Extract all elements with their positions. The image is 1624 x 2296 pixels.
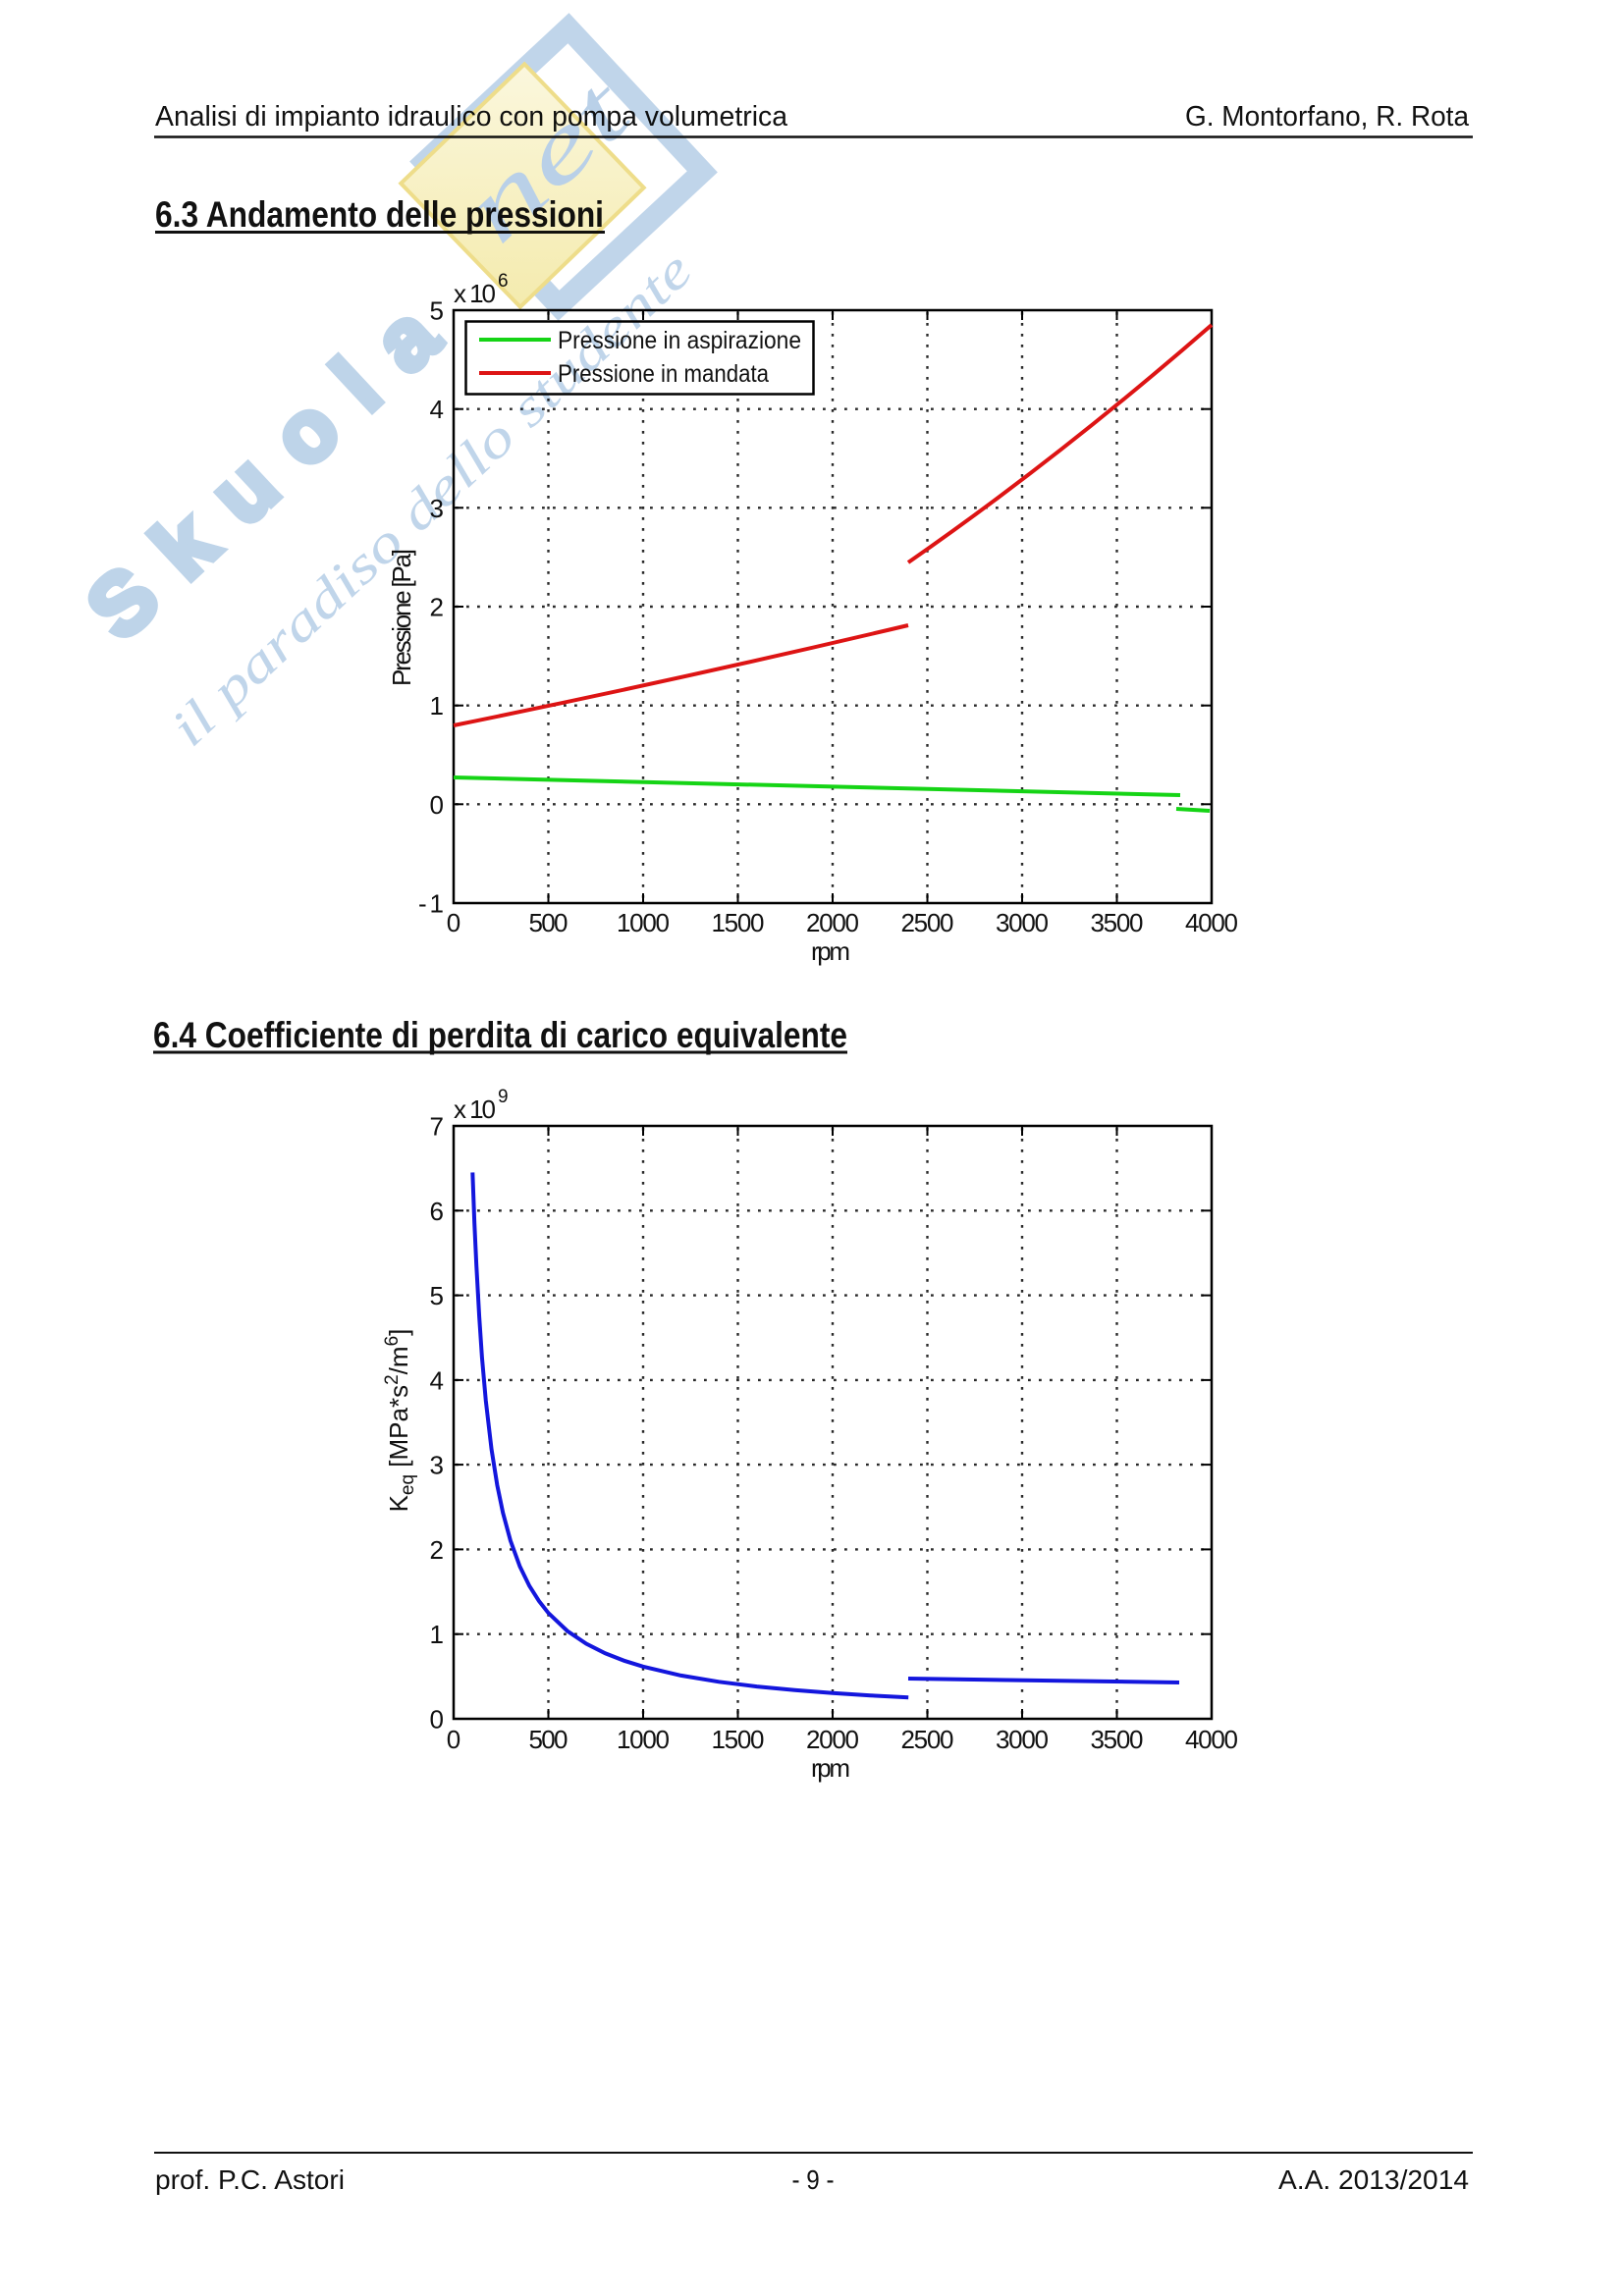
- svg-text:G. Montorfano, R. Rota: G. Montorfano, R. Rota: [1185, 101, 1470, 133]
- svg-text:2: 2: [430, 593, 444, 622]
- svg-text:4000: 4000: [1185, 1725, 1238, 1754]
- svg-text:1000: 1000: [617, 908, 670, 937]
- svg-text:3000: 3000: [996, 1725, 1049, 1754]
- svg-text:2500: 2500: [901, 1725, 954, 1754]
- svg-text:4: 4: [430, 395, 444, 424]
- svg-text:3500: 3500: [1091, 908, 1144, 937]
- svg-text:x 10: x 10: [454, 1095, 496, 1124]
- svg-text:6: 6: [430, 1197, 444, 1226]
- svg-text:5: 5: [430, 296, 444, 326]
- svg-text:Pressione in mandata: Pressione in mandata: [558, 360, 769, 388]
- svg-text:1000: 1000: [617, 1725, 670, 1754]
- svg-text:A.A. 2013/2014: A.A. 2013/2014: [1278, 2164, 1469, 2195]
- svg-text:5: 5: [430, 1281, 444, 1310]
- svg-text:500: 500: [529, 908, 568, 937]
- svg-text:3: 3: [430, 1451, 444, 1480]
- svg-text:4000: 4000: [1185, 908, 1238, 937]
- svg-text:- 9 -: - 9 -: [792, 2164, 835, 2195]
- svg-text:0: 0: [447, 908, 460, 937]
- svg-text:3: 3: [430, 494, 444, 523]
- svg-text:1500: 1500: [712, 908, 765, 937]
- svg-text:0: 0: [430, 1705, 444, 1735]
- svg-text:3500: 3500: [1091, 1725, 1144, 1754]
- svg-text:0: 0: [447, 1725, 460, 1754]
- svg-text:2000: 2000: [806, 908, 859, 937]
- svg-text:1: 1: [430, 1620, 444, 1649]
- svg-text:rpm: rpm: [811, 1753, 850, 1783]
- svg-text:1500: 1500: [712, 1725, 765, 1754]
- svg-text:Pressione [Pa]: Pressione [Pa]: [387, 549, 416, 686]
- svg-text:4: 4: [430, 1365, 444, 1395]
- svg-text:9: 9: [498, 1087, 509, 1107]
- svg-text:x 10: x 10: [454, 279, 496, 308]
- svg-text:2000: 2000: [806, 1725, 859, 1754]
- svg-text:500: 500: [529, 1725, 568, 1754]
- svg-text:Keq [MPa*s2/m6]: Keq [MPa*s2/m6]: [382, 1329, 418, 1513]
- svg-text:Pressione in aspirazione: Pressione in aspirazione: [558, 327, 801, 354]
- svg-text:Skuola: Skuola: [68, 286, 457, 658]
- svg-text:0: 0: [430, 790, 444, 820]
- svg-text:2500: 2500: [901, 908, 954, 937]
- svg-text:3000: 3000: [996, 908, 1049, 937]
- svg-text:rpm: rpm: [811, 936, 850, 966]
- svg-text:prof. P.C. Astori: prof. P.C. Astori: [155, 2164, 345, 2195]
- svg-text:-1: -1: [418, 889, 444, 919]
- svg-text:6.4 Coefficiente di perdita di: 6.4 Coefficiente di perdita di carico eq…: [153, 1015, 847, 1055]
- svg-text:7: 7: [430, 1112, 444, 1142]
- svg-text:1: 1: [430, 691, 444, 721]
- svg-text:2: 2: [430, 1535, 444, 1565]
